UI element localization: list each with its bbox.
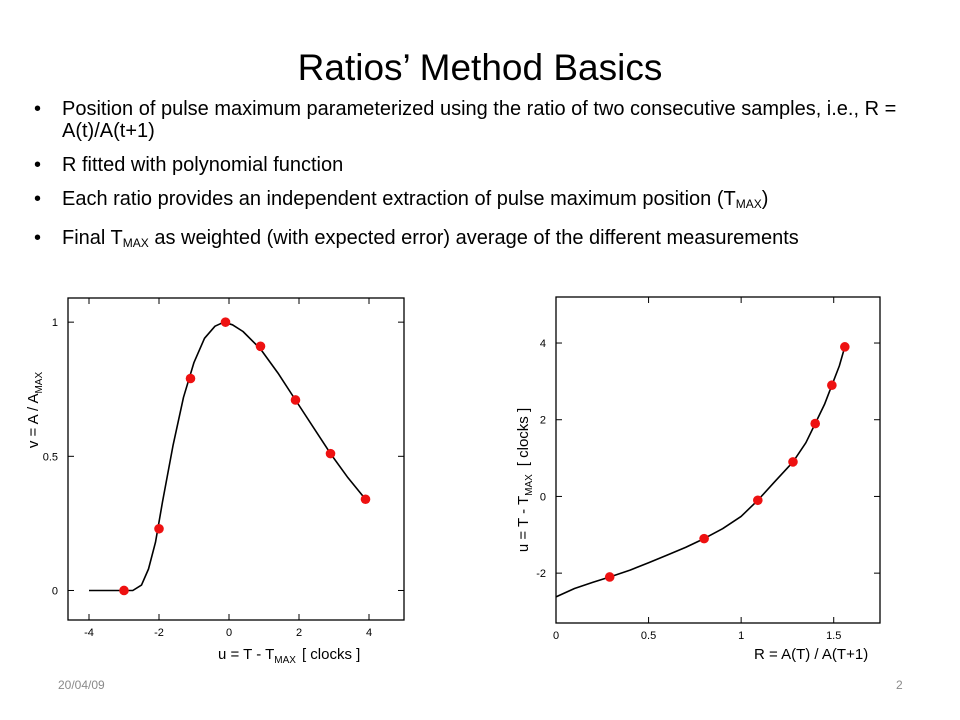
y-tick-label: 4	[540, 338, 546, 350]
y-tick-label: 0	[540, 491, 546, 503]
bullet-item: • Each ratio provides an independent ext…	[34, 188, 934, 215]
x-tick-label: 0	[226, 627, 232, 639]
bullet-dot: •	[34, 188, 42, 210]
bullet-text-post: )	[761, 188, 769, 210]
data-point	[810, 418, 820, 429]
y-axis-label: v = A / AMAX	[25, 372, 45, 449]
bullet-text-sub: MAX	[735, 197, 762, 211]
data-point	[699, 533, 709, 544]
x-axis-label: u = T - TMAX[ clocks ]	[218, 646, 360, 666]
fit-curve	[555, 346, 846, 598]
bullet-list: • Position of pulse maximum parameterize…	[34, 98, 934, 266]
data-point	[788, 457, 798, 467]
data-point	[604, 572, 615, 582]
bullet-text-sub: MAX	[122, 236, 149, 250]
data-point	[255, 341, 266, 352]
page-number: 2	[896, 678, 903, 692]
y-tick-label: 0.5	[43, 451, 58, 463]
bullet-text-pre: Each ratio provides an independent extra…	[62, 188, 736, 210]
x-tick-label: 0	[553, 630, 559, 642]
data-point	[325, 448, 336, 459]
x-tick-label: 1.5	[826, 630, 841, 642]
y-tick-label: 1	[52, 317, 58, 329]
data-point	[840, 342, 850, 352]
bullet-item: • Final TMAX as weighted (with expected …	[34, 227, 842, 254]
data-point	[360, 494, 371, 505]
x-tick-label: 4	[366, 627, 372, 639]
y-tick-label: -2	[536, 568, 546, 580]
data-point	[154, 523, 164, 534]
y-axis-label: u = T - TMAX[ clocks ]	[515, 408, 535, 552]
footer-date: 20/04/09	[58, 678, 105, 692]
bullet-dot: •	[34, 154, 42, 176]
x-tick-label: 2	[296, 627, 302, 639]
x-tick-label: -2	[154, 627, 164, 639]
data-point	[753, 495, 763, 506]
plot-frame	[67, 297, 405, 621]
bullet-dot: •	[34, 227, 42, 249]
bullet-dot: •	[34, 98, 42, 120]
slide-title: Ratios’ Method Basics	[297, 47, 663, 88]
bullet-text: Position of pulse maximum parameterized …	[62, 98, 897, 142]
x-tick-label: 1	[738, 630, 744, 642]
data-point	[185, 373, 196, 384]
data-point	[827, 380, 837, 391]
x-tick-label: 0.5	[641, 630, 656, 642]
bullet-text: R fitted with polynomial function	[62, 154, 344, 176]
data-point	[119, 585, 129, 596]
bullet-text-pre: Final T	[62, 227, 123, 249]
data-point	[220, 317, 231, 327]
data-point	[290, 395, 301, 405]
bullet-item: • Position of pulse maximum parameterize…	[34, 98, 902, 142]
fit-curve	[89, 321, 367, 592]
bullet-text-post: as weighted (with expected error) averag…	[148, 227, 799, 249]
bullet-item: • R fitted with polynomial function	[34, 154, 934, 176]
y-tick-label: 0	[52, 585, 58, 597]
x-tick-label: -4	[84, 627, 94, 639]
plot-frame	[555, 296, 881, 624]
x-axis-label: R = A(T) / A(T+1)	[754, 646, 868, 663]
y-tick-label: 2	[540, 415, 546, 427]
